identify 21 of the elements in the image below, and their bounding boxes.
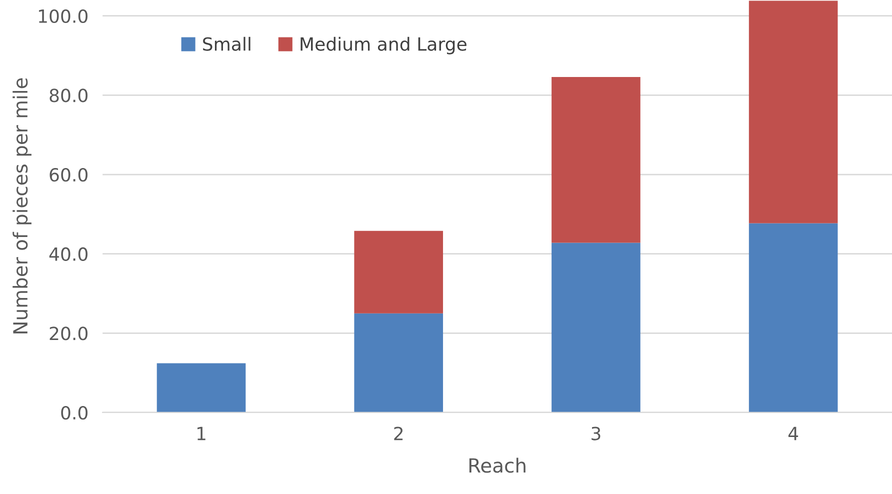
bar: [748, 0, 838, 224]
y-axis-title: Number of pieces per mile: [12, 78, 32, 334]
bar: [354, 230, 444, 314]
y-tick-label: 20.0: [50, 326, 88, 340]
y-tick-label: 40.0: [49, 247, 88, 261]
legend-label: Medium and Large: [300, 36, 466, 54]
legend-label: Small: [203, 36, 250, 51]
x-axis-title: Reach: [469, 458, 526, 473]
bar: [552, 76, 640, 243]
x-tick-label: 1: [197, 426, 206, 440]
x-tick-label: 4: [788, 426, 798, 440]
bar: [552, 242, 640, 412]
x-tick-label: 3: [592, 426, 600, 440]
y-tick-label: 60.0: [50, 168, 88, 182]
y-tick-label: 0.0: [61, 406, 88, 420]
bar: [354, 313, 444, 412]
bar: [156, 363, 246, 412]
y-tick-label: 100.0: [38, 9, 88, 23]
bar: [748, 223, 838, 412]
x-tick-label: 2: [394, 426, 403, 440]
y-tick-label: 80.0: [50, 88, 88, 102]
